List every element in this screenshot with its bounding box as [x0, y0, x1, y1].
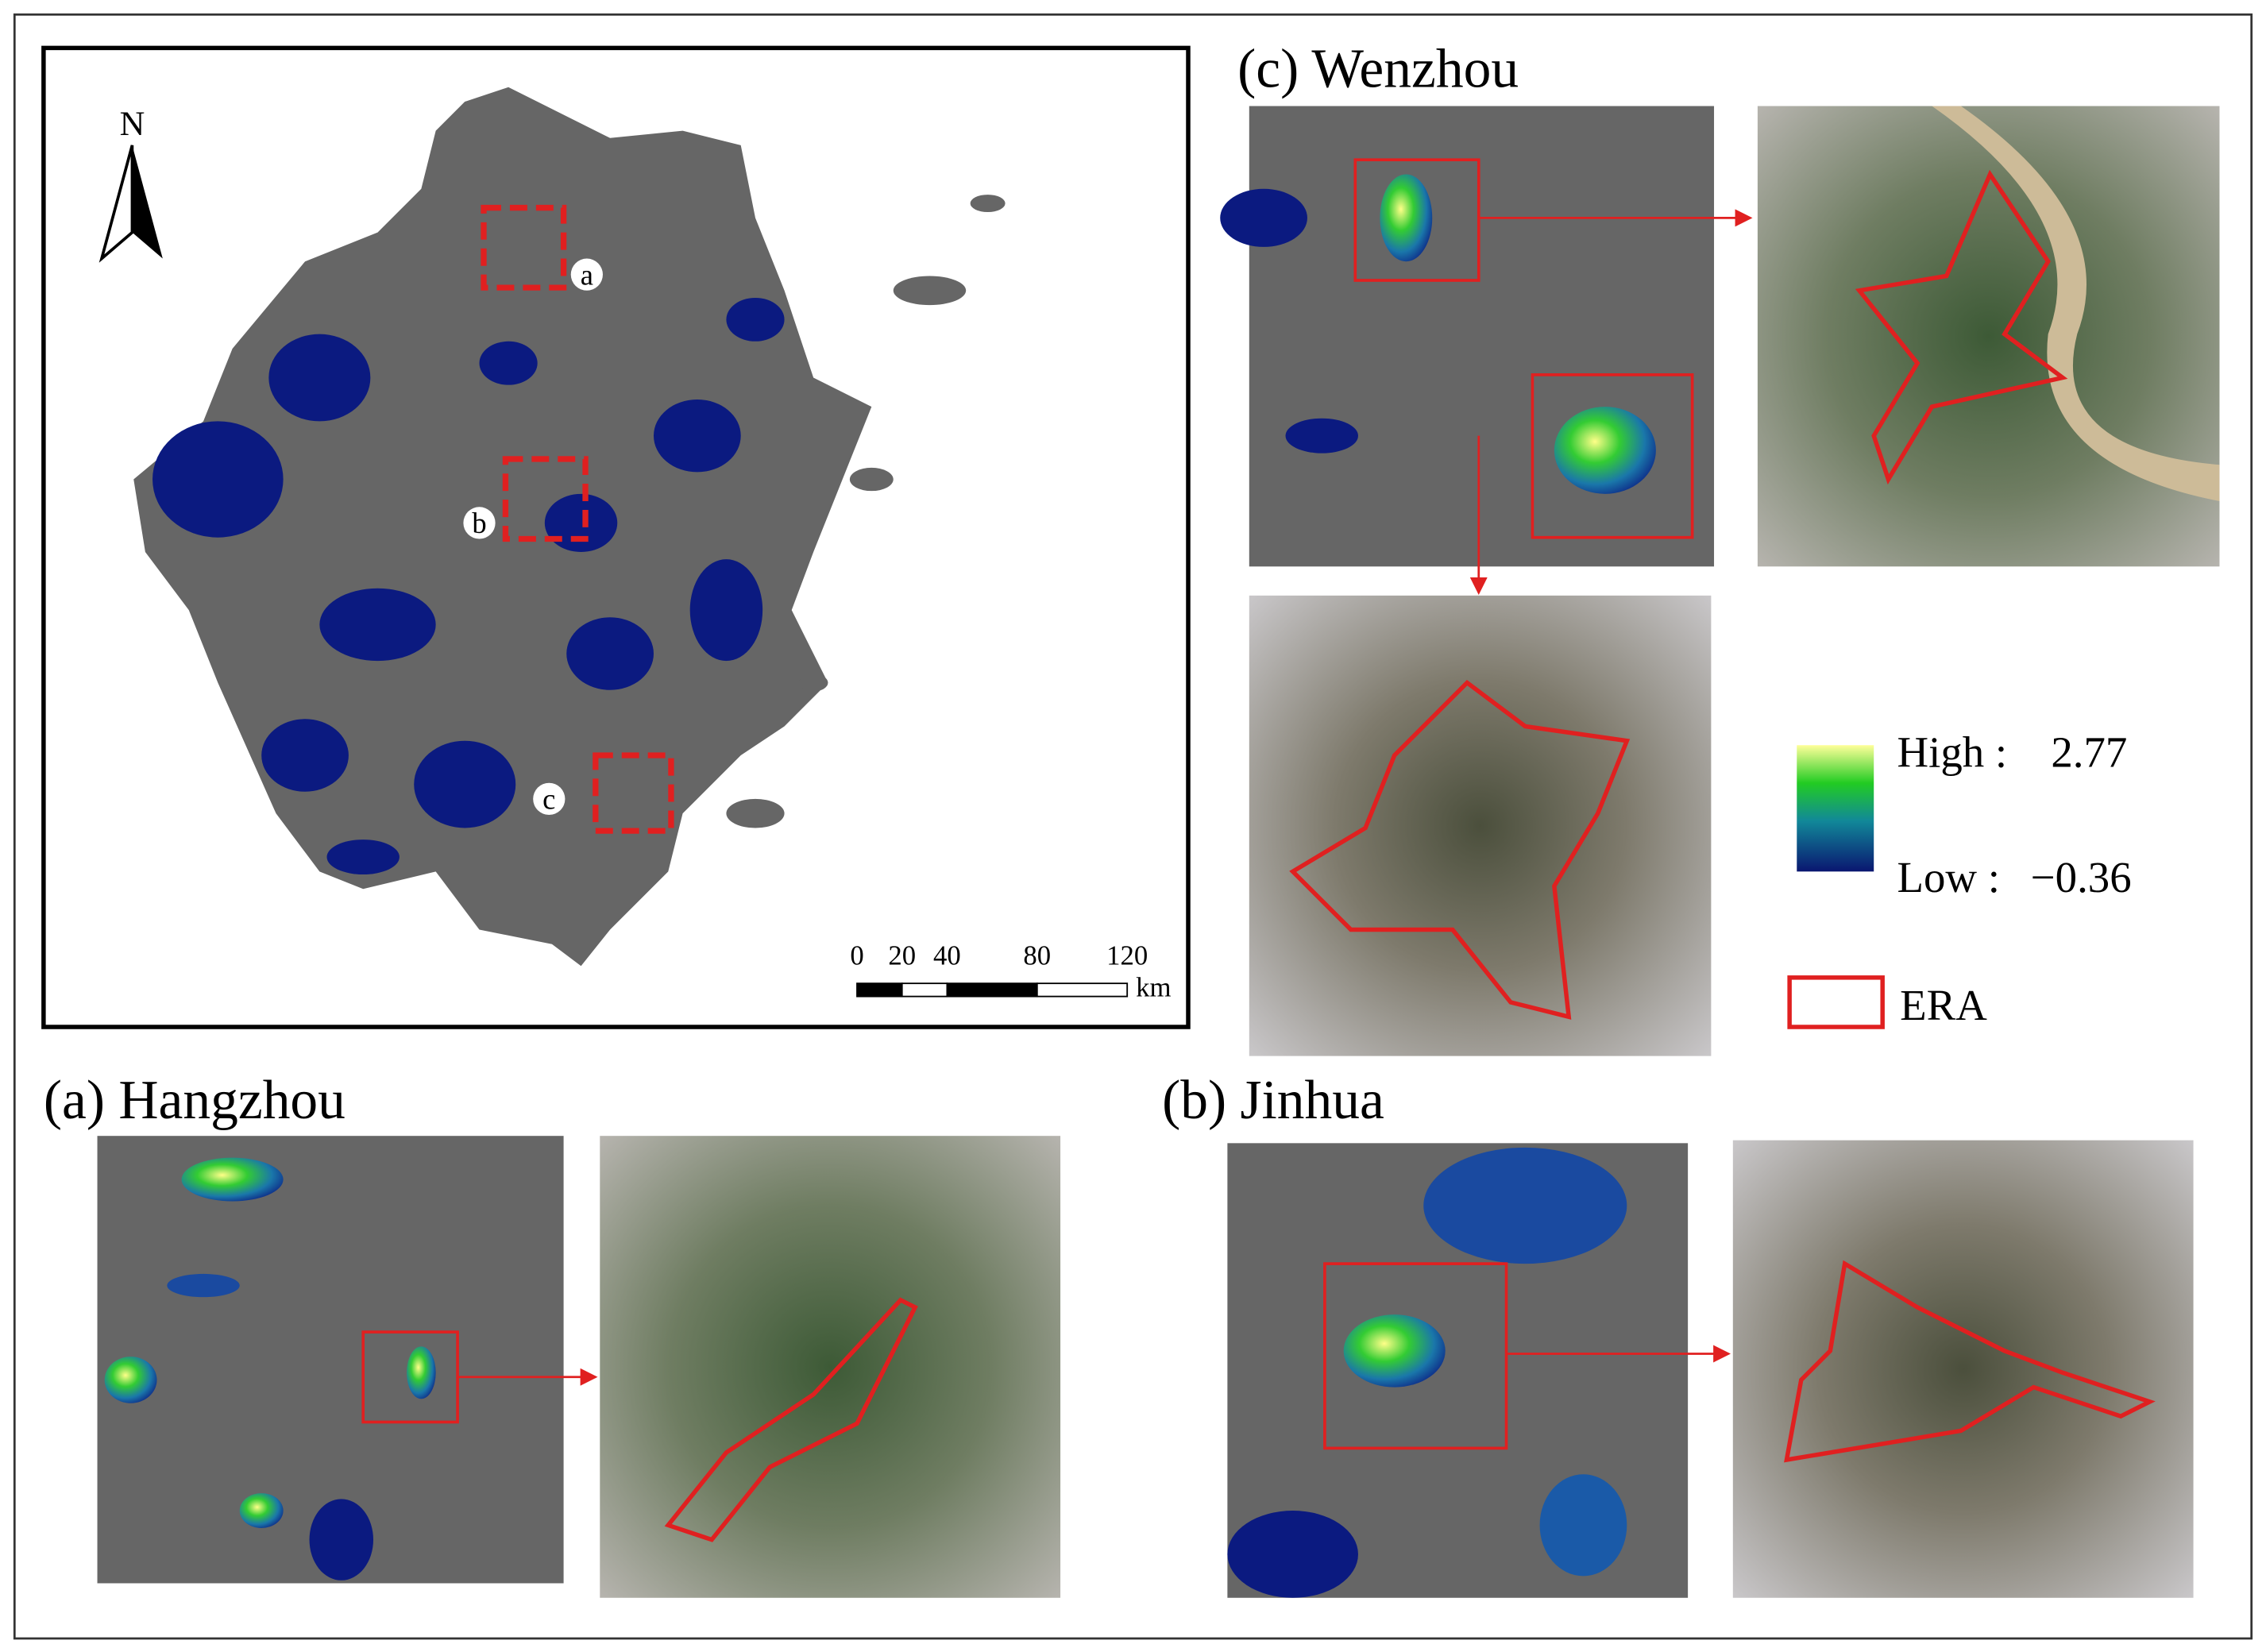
patch	[167, 1273, 240, 1298]
patch	[181, 1157, 284, 1202]
shape	[970, 195, 1006, 213]
low-patches	[152, 297, 785, 874]
era-outline	[664, 1297, 918, 1542]
patch	[309, 1499, 374, 1581]
era-swatch	[1787, 975, 1885, 1029]
shape	[593, 752, 674, 834]
shape	[326, 840, 400, 874]
era-outline	[1855, 169, 2068, 485]
shape	[533, 782, 566, 816]
patch	[1285, 418, 1358, 454]
scale-label: 40	[933, 940, 961, 971]
shape	[502, 456, 589, 542]
shape	[893, 276, 967, 306]
scale-label: 0	[850, 940, 863, 971]
river	[1932, 106, 2220, 501]
shape	[689, 559, 763, 662]
north-label: N	[120, 105, 145, 143]
era-box	[1531, 373, 1694, 539]
patch	[1423, 1147, 1627, 1264]
shape	[653, 399, 741, 473]
legend-high-label: High :	[1897, 728, 2007, 777]
shape	[268, 334, 371, 422]
shape	[414, 740, 516, 828]
shape	[463, 507, 496, 539]
shape	[726, 297, 785, 342]
shape	[152, 421, 284, 538]
scale-label: 20	[888, 940, 916, 971]
patch	[1554, 407, 1656, 494]
era-box	[1323, 1262, 1508, 1450]
scale-unit: km	[1136, 972, 1171, 1003]
legend-low: −0.36	[2031, 853, 2132, 901]
scale-label: 120	[1106, 940, 1148, 971]
marker: a	[581, 258, 593, 291]
era-outline	[1784, 1260, 2156, 1463]
scale-segment	[856, 982, 903, 998]
patch	[1343, 1314, 1446, 1388]
patch	[1220, 188, 1307, 247]
index-map	[1249, 106, 1715, 567]
panel-title: (b) Jinhua	[1162, 1070, 1384, 1131]
shape	[566, 617, 654, 690]
scale-segment	[1036, 982, 1129, 998]
legend-low-label: Low :	[1897, 853, 2000, 901]
north-arrow	[132, 145, 163, 259]
scale-label: 80	[1023, 940, 1051, 971]
islands	[726, 195, 1006, 828]
era-outline	[1289, 679, 1631, 1020]
satellite-image	[1249, 595, 1712, 1056]
scale-segment	[901, 982, 948, 998]
shape	[570, 258, 603, 291]
shape	[726, 798, 785, 828]
shape	[849, 467, 894, 492]
patch	[104, 1357, 157, 1403]
legend-era: ERA	[1900, 981, 1987, 1029]
patch	[1539, 1474, 1627, 1577]
shape	[481, 204, 567, 291]
panel-title: (a) Hangzhou	[44, 1070, 345, 1131]
panel-title: (c) Wenzhou	[1237, 39, 1519, 100]
scale-segment	[946, 982, 1038, 998]
marker: b	[472, 507, 486, 539]
shape	[261, 719, 349, 792]
patch	[1227, 1511, 1358, 1598]
shape	[319, 588, 436, 662]
marker-labels: a b c	[463, 258, 603, 816]
patch	[1380, 174, 1433, 262]
era-box	[1353, 158, 1480, 282]
shape	[798, 674, 828, 692]
color-ramp	[1797, 745, 1874, 872]
satellite-image	[600, 1136, 1061, 1598]
patch	[407, 1346, 436, 1399]
patch	[239, 1493, 284, 1528]
legend-high: 2.77	[2051, 728, 2127, 777]
satellite-image	[1732, 1140, 2194, 1598]
shape	[479, 341, 538, 385]
marker: c	[542, 783, 555, 816]
study-boxes	[481, 204, 674, 834]
shape	[544, 493, 618, 552]
